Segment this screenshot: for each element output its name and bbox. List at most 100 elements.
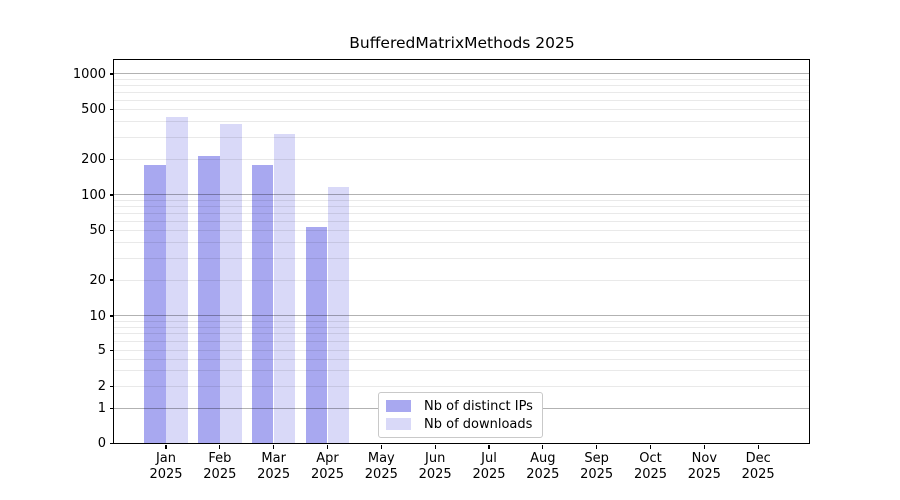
- gridline-minor: [114, 279, 810, 281]
- bar-distinct-ips-mar: [251, 165, 274, 444]
- gridline-minor: [114, 108, 810, 110]
- bar-distinct-ips-apr: [305, 226, 328, 444]
- x-tick-year: 2025: [526, 466, 560, 482]
- gridline-major: [114, 315, 810, 317]
- y-tick-label: 5: [97, 343, 106, 359]
- y-tick-mark: [109, 315, 114, 317]
- x-tick-label: Jan 2025: [138, 451, 194, 482]
- y-tick-mark: [109, 108, 114, 110]
- y-tick-label: 100: [81, 187, 106, 203]
- x-tick-mark: [596, 444, 598, 449]
- x-tick-year: 2025: [203, 466, 237, 482]
- x-tick-mark: [219, 444, 221, 449]
- gridline-minor: [114, 341, 810, 343]
- x-tick-mark: [380, 444, 382, 449]
- x-tick-year: 2025: [418, 466, 452, 482]
- bar-downloads-mar: [273, 133, 296, 444]
- gridline-minor: [114, 350, 810, 352]
- x-tick-mark: [649, 444, 652, 449]
- y-tick-label: 500: [81, 101, 106, 117]
- x-tick-mark: [434, 444, 436, 449]
- gridline-minor: [114, 333, 810, 335]
- x-tick-label: Jun 2025: [407, 451, 463, 482]
- gridline-minor: [114, 158, 810, 160]
- x-tick-year: 2025: [687, 466, 721, 482]
- y-tick-label: 1: [97, 400, 106, 416]
- x-tick-label: Nov 2025: [676, 451, 732, 482]
- gridline-minor: [114, 199, 810, 201]
- gridline-minor: [114, 257, 810, 259]
- x-tick-mark: [542, 444, 544, 449]
- x-tick-month: Jan: [155, 451, 177, 466]
- x-tick-month: May: [367, 451, 395, 466]
- y-tick-label: 50: [89, 223, 106, 239]
- bar-downloads-jan: [166, 116, 188, 444]
- x-tick-month: Jul: [481, 451, 497, 466]
- x-tick-label: Jul 2025: [461, 451, 517, 482]
- x-tick-mark: [165, 444, 167, 449]
- y-tick-label: 200: [81, 151, 106, 167]
- x-tick-label: May 2025: [353, 451, 409, 482]
- x-tick-month: Nov: [691, 451, 718, 466]
- gridline-minor: [114, 120, 810, 122]
- distinct-ips-swatch-icon: [386, 400, 411, 412]
- x-tick-year: 2025: [310, 466, 345, 482]
- y-tick-mark: [109, 407, 114, 409]
- x-tick-year: 2025: [633, 466, 668, 482]
- x-tick-month: Dec: [745, 451, 771, 466]
- gridline-minor: [114, 370, 810, 372]
- y-tick-label: 2: [97, 379, 106, 395]
- y-tick-label: 10: [89, 308, 106, 324]
- bar-downloads-apr: [327, 186, 350, 444]
- x-tick-mark: [757, 444, 759, 449]
- x-tick-year: 2025: [741, 466, 775, 482]
- y-tick-mark: [109, 442, 114, 445]
- x-tick-month: Feb: [208, 451, 232, 466]
- x-tick-label: Feb 2025: [192, 451, 248, 482]
- y-tick-mark: [109, 279, 114, 281]
- gridline-minor: [114, 358, 810, 360]
- x-tick-year: 2025: [257, 466, 291, 482]
- gridline-minor: [114, 220, 810, 222]
- legend: Nb of distinct IPs Nb of downloads: [378, 392, 543, 438]
- legend-item-distinct-ips: Nb of distinct IPs: [386, 399, 535, 414]
- x-tick-label: Dec 2025: [730, 451, 786, 482]
- y-tick-mark: [109, 158, 114, 160]
- x-tick-label: Apr 2025: [299, 451, 355, 482]
- chart-title: BufferedMatrixMethods 2025: [349, 34, 575, 52]
- gridline-minor: [114, 242, 810, 244]
- y-tick-mark: [109, 386, 114, 388]
- gridline-minor: [114, 78, 810, 80]
- gridline-minor: [114, 84, 810, 86]
- x-tick-month: Apr: [316, 451, 339, 466]
- downloads-swatch-icon: [386, 418, 411, 430]
- x-tick-year: 2025: [149, 466, 183, 482]
- x-tick-mark: [273, 444, 275, 449]
- x-tick-label: Oct 2025: [622, 451, 678, 482]
- y-tick-mark: [109, 230, 114, 232]
- legend-label-downloads: Nb of downloads: [424, 416, 533, 432]
- gridline-minor: [114, 326, 810, 328]
- gridline-major: [114, 194, 810, 196]
- x-tick-year: 2025: [364, 466, 398, 482]
- y-tick-label: 20: [89, 272, 106, 288]
- gridline-minor: [114, 320, 810, 322]
- bar-distinct-ips-feb: [198, 155, 220, 444]
- gridline-major: [114, 73, 810, 75]
- y-tick-mark: [109, 73, 114, 75]
- y-tick-label: 1000: [72, 66, 106, 82]
- bar-distinct-ips-jan: [144, 165, 166, 444]
- gridline-minor: [114, 99, 810, 101]
- x-tick-label: Sep 2025: [569, 451, 625, 482]
- y-tick-label: 0: [97, 436, 106, 451]
- gridline-minor: [114, 205, 810, 207]
- x-tick-month: Jun: [425, 451, 446, 466]
- x-tick-month: Oct: [639, 451, 662, 466]
- legend-item-downloads: Nb of downloads: [386, 417, 535, 432]
- x-tick-mark: [703, 444, 705, 449]
- gridline-minor: [114, 136, 810, 138]
- y-tick-mark: [109, 194, 114, 196]
- gridline-minor: [114, 386, 810, 388]
- gridline-minor: [114, 212, 810, 214]
